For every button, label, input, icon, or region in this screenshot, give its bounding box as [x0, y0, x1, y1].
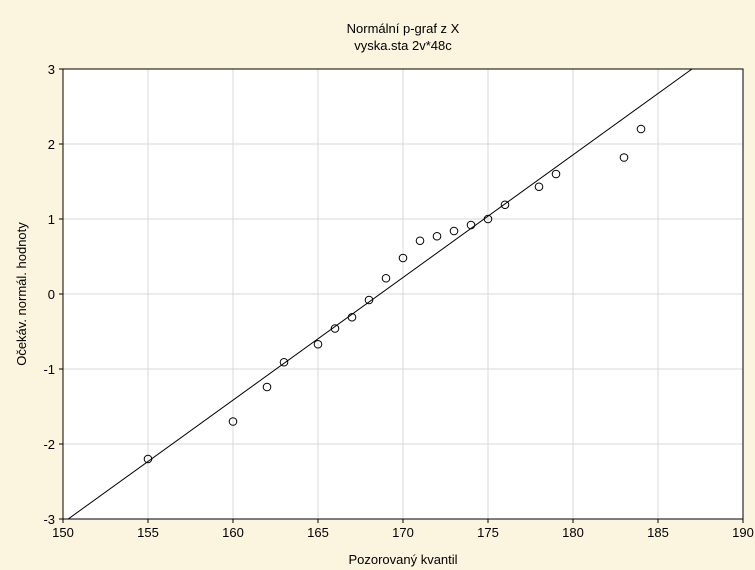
data-point — [143, 454, 153, 464]
x-tick-label: 175 — [477, 525, 499, 540]
x-tick-label: 170 — [392, 525, 414, 540]
y-tick-label: -1 — [43, 362, 55, 377]
data-point — [466, 220, 476, 230]
data-point — [534, 182, 544, 192]
y-tick-label: -2 — [43, 437, 55, 452]
data-point — [415, 236, 425, 246]
chart-title: Normální p-graf z X — [347, 21, 460, 36]
grid-lines — [63, 69, 743, 519]
data-point — [364, 295, 374, 305]
data-point — [228, 417, 238, 426]
x-tick-label: 150 — [52, 525, 74, 540]
data-point — [398, 253, 408, 263]
data-point — [347, 312, 357, 322]
x-tick-label: 160 — [222, 525, 244, 540]
data-point — [483, 214, 493, 224]
data-point — [279, 357, 289, 367]
x-tick-label: 165 — [307, 525, 329, 540]
fit-line — [67, 69, 693, 519]
fit-line-group — [67, 69, 693, 519]
x-axis-label: Pozorovaný kvantil — [348, 552, 457, 567]
y-axis-ticks: -3 -2 -1 0 1 2 3 — [43, 62, 63, 527]
y-tick-label: 2 — [48, 137, 55, 152]
data-point — [432, 231, 442, 241]
y-tick-label: -3 — [43, 512, 55, 527]
x-tick-label: 180 — [562, 525, 584, 540]
data-point — [313, 339, 323, 349]
data-point — [619, 153, 629, 162]
data-point — [636, 124, 646, 134]
y-tick-label: 3 — [48, 62, 55, 77]
y-tick-label: 0 — [48, 287, 55, 302]
data-point — [330, 324, 340, 333]
x-tick-label: 185 — [647, 525, 669, 540]
x-tick-label: 190 — [732, 525, 754, 540]
data-point — [500, 200, 510, 210]
data-point — [551, 169, 561, 179]
data-points — [143, 124, 646, 464]
x-axis-ticks: 150 155 160 165 170 175 180 185 190 — [52, 519, 754, 540]
data-point — [449, 226, 459, 236]
data-point — [381, 273, 391, 283]
chart-subtitle: vyska.sta 2v*48c — [354, 38, 452, 53]
y-tick-label: 1 — [48, 212, 55, 227]
data-point — [262, 382, 272, 392]
y-axis-label: Očekáv. normál. hodnoty — [14, 222, 29, 366]
x-tick-label: 155 — [137, 525, 159, 540]
